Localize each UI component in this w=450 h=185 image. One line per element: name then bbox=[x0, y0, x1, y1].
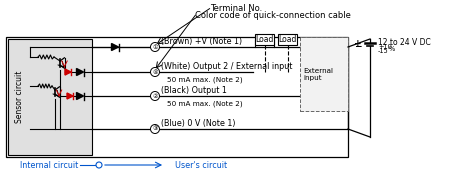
Text: ③: ③ bbox=[152, 127, 158, 132]
Bar bbox=[6, 37, 348, 157]
Circle shape bbox=[150, 43, 159, 51]
Text: ④: ④ bbox=[152, 70, 158, 75]
Text: Sensor circuit: Sensor circuit bbox=[14, 71, 23, 123]
Text: %: % bbox=[389, 46, 395, 52]
Text: External
input: External input bbox=[303, 68, 333, 80]
Text: Terminal No.: Terminal No. bbox=[210, 4, 262, 13]
Text: +: + bbox=[355, 38, 362, 48]
Text: (Black) Output 1: (Black) Output 1 bbox=[161, 86, 227, 95]
Text: Load: Load bbox=[255, 35, 274, 44]
Circle shape bbox=[96, 162, 102, 168]
Polygon shape bbox=[112, 43, 118, 51]
Bar bbox=[278, 34, 297, 45]
Polygon shape bbox=[76, 68, 84, 75]
Text: 12 to 24 V DC: 12 to 24 V DC bbox=[378, 38, 431, 46]
Circle shape bbox=[150, 68, 159, 77]
Text: 50 mA max. (Note 2): 50 mA max. (Note 2) bbox=[167, 100, 243, 107]
Polygon shape bbox=[65, 69, 71, 75]
Text: −: − bbox=[355, 41, 362, 51]
Text: (Blue) 0 V (Note 1): (Blue) 0 V (Note 1) bbox=[161, 119, 235, 128]
Text: +10: +10 bbox=[378, 44, 392, 50]
Circle shape bbox=[150, 125, 159, 134]
Text: ①: ① bbox=[152, 45, 158, 50]
Text: -15: -15 bbox=[378, 48, 389, 54]
Polygon shape bbox=[67, 93, 73, 99]
Text: 50 mA max. (Note 2): 50 mA max. (Note 2) bbox=[167, 76, 243, 83]
Text: Color code of quick-connection cable: Color code of quick-connection cable bbox=[195, 11, 351, 20]
Text: Internal circuit: Internal circuit bbox=[20, 161, 78, 169]
Bar bbox=[255, 34, 274, 45]
Text: (White) Output 2 / External input: (White) Output 2 / External input bbox=[161, 62, 292, 71]
Bar bbox=[300, 37, 348, 111]
Circle shape bbox=[150, 92, 159, 100]
Text: ②: ② bbox=[152, 93, 158, 98]
Text: User's circuit: User's circuit bbox=[175, 161, 227, 169]
Text: Load: Load bbox=[278, 35, 297, 44]
Bar bbox=[8, 39, 92, 155]
Polygon shape bbox=[76, 92, 84, 100]
Text: (Brown) +V (Note 1): (Brown) +V (Note 1) bbox=[161, 37, 242, 46]
